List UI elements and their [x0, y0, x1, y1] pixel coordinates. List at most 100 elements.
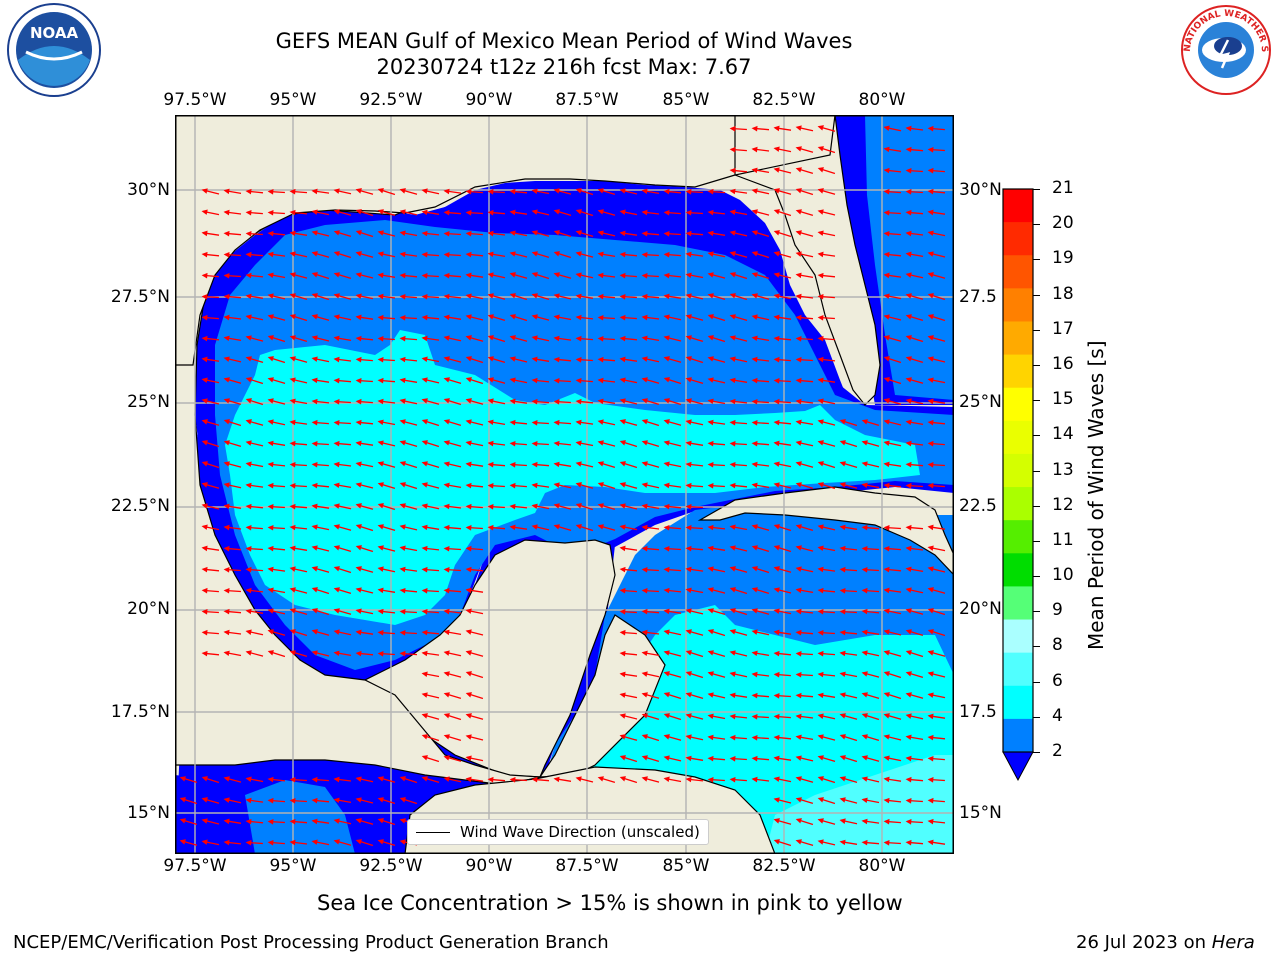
wind-wave-arrow-head	[531, 314, 538, 320]
wind-wave-arrow-head	[311, 524, 318, 530]
wind-wave-arrow-head	[663, 608, 670, 615]
wind-wave-arrow-head	[377, 461, 384, 467]
colorbar-tick-label: 20	[1052, 213, 1074, 234]
wind-wave-arrow-head	[377, 188, 384, 194]
wind-wave-arrow-head	[333, 818, 340, 824]
wind-wave-arrow-head	[641, 230, 648, 237]
wind-wave-arrow-head	[289, 398, 296, 405]
wind-wave-arrow-head	[311, 776, 318, 783]
wind-wave-arrow-head	[289, 314, 296, 320]
wind-wave-arrow-head	[817, 209, 824, 215]
wind-wave-arrow-head	[751, 545, 758, 551]
colorbar-tick-mark	[1033, 259, 1040, 261]
wind-wave-arrow-head	[817, 272, 824, 279]
wind-wave-arrow-head	[399, 608, 406, 615]
wind-wave-arrow-head	[245, 629, 252, 635]
wind-wave-arrow-head	[905, 146, 912, 153]
wind-wave-arrow-head	[553, 482, 560, 488]
wind-wave-arrow-head	[531, 377, 538, 384]
wind-wave-arrow-head	[685, 608, 692, 614]
wind-wave-arrow-head	[883, 125, 890, 131]
wind-wave-arrow-head	[465, 335, 472, 341]
wind-wave-arrow-head	[487, 461, 494, 468]
wind-wave-arrow-head	[641, 356, 648, 362]
wind-wave-arrow-head	[685, 503, 692, 510]
wind-wave-arrow-head	[685, 377, 692, 383]
wind-wave-arrow-head	[509, 335, 516, 341]
wind-wave-arrow-head	[663, 461, 670, 467]
wind-wave-arrow-head	[289, 377, 296, 383]
wind-wave-arrow-head	[795, 713, 802, 720]
wind-wave-arrow-head	[267, 251, 274, 258]
wind-wave-arrow-head	[355, 251, 362, 257]
wind-wave-arrow-head	[707, 482, 714, 489]
wind-wave-arrow-head	[619, 524, 626, 530]
wind-wave-arrow-head	[905, 314, 912, 320]
wind-wave-arrow-head	[421, 587, 428, 594]
wind-wave-arrow-head	[817, 755, 824, 761]
wind-wave-arrow-head	[333, 398, 340, 405]
wind-wave-arrow-head	[905, 482, 912, 489]
wind-wave-arrow-head	[839, 671, 846, 678]
wind-wave-arrow-head	[509, 356, 516, 362]
wind-wave-arrow-head	[927, 839, 934, 846]
wind-wave-arrow-head	[707, 545, 714, 552]
wind-wave-arrow-head	[421, 251, 428, 258]
wind-wave-arrow-head	[839, 608, 846, 615]
wind-wave-arrow-head	[707, 335, 714, 341]
wind-wave-arrow-head	[773, 356, 780, 363]
wind-wave-arrow-head	[927, 314, 934, 320]
wind-wave-arrow-head	[707, 398, 714, 405]
wind-wave-arrow-head	[839, 776, 846, 782]
wind-wave-arrow-head	[267, 797, 274, 804]
wind-wave-arrow-head	[685, 692, 692, 698]
wind-wave-arrow-head	[773, 188, 780, 194]
wind-wave-arrow-head	[575, 209, 582, 215]
wind-wave-arrow-head	[663, 210, 670, 216]
wind-wave-arrow-head	[641, 776, 648, 782]
wind-wave-arrow-head	[751, 167, 758, 174]
wind-wave-arrow-head	[927, 524, 934, 531]
wind-wave-arrow-head	[751, 398, 758, 405]
wind-wave-arrow-head	[839, 440, 846, 446]
wind-wave-arrow-head	[597, 314, 604, 321]
wind-wave-arrow-head	[817, 461, 824, 467]
wind-wave-arrow-head	[443, 545, 450, 552]
wind-wave-arrow-head	[663, 230, 670, 237]
wind-wave-arrow-head	[795, 230, 802, 236]
wind-wave-arrow-head	[619, 734, 626, 740]
wind-wave-arrow-head	[905, 356, 912, 362]
wind-wave-arrow-head	[377, 230, 384, 236]
wind-wave-arrow-head	[663, 566, 670, 573]
wind-wave-arrow-head	[619, 503, 626, 509]
wind-wave-arrow-head	[773, 713, 780, 720]
wind-wave-arrow-head	[729, 398, 736, 405]
wind-wave-arrow-head	[883, 146, 890, 153]
wind-wave-arrow-head	[883, 566, 890, 573]
wind-wave-arrow-head	[685, 545, 692, 552]
wind-wave-arrow-head	[685, 482, 692, 489]
wind-wave-arrow-head	[223, 251, 230, 258]
wind-wave-arrow-head	[355, 608, 362, 614]
wind-wave-arrow-head	[223, 377, 230, 383]
wind-wave-arrow-head	[289, 230, 296, 237]
wind-wave-arrow-head	[927, 377, 934, 383]
wind-wave-arrow-head	[553, 461, 560, 468]
wind-wave-arrow-head	[377, 209, 384, 215]
cuba-land	[697, 486, 954, 576]
wind-wave-arrow-head	[201, 398, 208, 404]
wind-wave-arrow-head	[223, 440, 230, 446]
wind-wave-arrow-head	[685, 419, 692, 425]
wind-wave-arrow-head	[333, 503, 340, 509]
wind-wave-arrow-head	[333, 377, 340, 384]
wind-wave-arrow-head	[311, 629, 318, 635]
wind-wave-arrow-head	[575, 524, 582, 530]
wind-wave-arrow-head	[905, 524, 912, 531]
colorbar-tick-label: 8	[1052, 635, 1063, 656]
wind-wave-arrow-head	[333, 650, 340, 657]
wind-wave-arrow-head	[751, 587, 758, 593]
wind-wave-arrow-head	[729, 524, 736, 530]
colorbar-box	[1003, 255, 1033, 289]
wind-wave-arrow-head	[751, 461, 758, 468]
wind-wave-arrow-head	[619, 230, 626, 237]
